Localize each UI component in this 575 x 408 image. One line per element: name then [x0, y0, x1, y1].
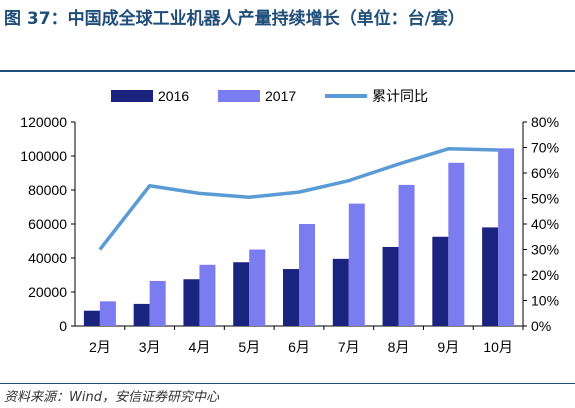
y-tick-label: 40000 — [28, 250, 67, 266]
y-tick-label: 60000 — [28, 216, 67, 232]
y-tick-label: 20000 — [28, 284, 67, 300]
bar-2016 — [283, 269, 299, 326]
source-note: 资料来源：Wind，安信证券研究中心 — [4, 390, 219, 405]
legend-label-2017: 2017 — [265, 88, 296, 104]
y2-tick-label: 40% — [531, 216, 559, 232]
y-tick-label: 100000 — [20, 148, 67, 164]
chart-title: 图 37：中国成全球工业机器人产量持续增长（单位：台/套） — [4, 9, 465, 29]
y2-tick-label: 80% — [531, 114, 559, 130]
x-tick-label: 5月 — [238, 339, 260, 355]
bar-2017 — [498, 148, 515, 326]
bar-2016 — [83, 310, 100, 326]
bar-2017 — [99, 301, 116, 326]
x-tick-label: 7月 — [338, 339, 360, 355]
y-tick-label: 120000 — [20, 114, 67, 130]
bar-2016 — [133, 303, 150, 326]
legend-label-ratio: 累计同比 — [372, 88, 428, 104]
legend-label-2016: 2016 — [158, 88, 189, 104]
y2-tick-label: 60% — [531, 165, 559, 181]
x-tick-label: 2月 — [89, 339, 111, 355]
x-tick-label: 4月 — [189, 339, 211, 355]
y-tick-label: 80000 — [28, 182, 67, 198]
line-cumulative-yoy — [98, 147, 499, 251]
bar-2016 — [332, 258, 349, 326]
bar-2016 — [183, 279, 200, 326]
bar-2017 — [448, 162, 465, 326]
bar-2017 — [249, 249, 266, 326]
bar-2016 — [482, 227, 499, 326]
x-tick-label: 9月 — [437, 339, 459, 355]
x-tick-label: 10月 — [483, 339, 513, 355]
bar-2017 — [149, 280, 166, 326]
bar-2017 — [299, 224, 315, 326]
y-tick-label: 0 — [59, 318, 67, 334]
bar-2017 — [398, 184, 415, 326]
source-divider — [0, 383, 575, 384]
title-divider — [0, 70, 575, 72]
bar-2016 — [432, 236, 449, 326]
y2-tick-label: 0% — [531, 318, 551, 334]
bar-2017 — [348, 203, 365, 326]
x-tick-label: 6月 — [288, 339, 310, 355]
bar-2016 — [233, 262, 250, 326]
x-tick-label: 3月 — [139, 339, 161, 355]
legend-swatch-2016 — [111, 90, 153, 102]
bar-2017 — [199, 264, 216, 326]
y2-tick-label: 70% — [531, 140, 559, 156]
legend-swatch-2017 — [218, 90, 260, 102]
y2-tick-label: 20% — [531, 267, 559, 283]
x-tick-label: 8月 — [388, 339, 410, 355]
chart-area: 0 20000 40000 60000 80000 100000 120000 0% 10% 20… — [20, 88, 559, 355]
y2-tick-label: 50% — [531, 191, 559, 207]
y2-tick-label: 10% — [531, 293, 559, 309]
bar-2016 — [382, 246, 399, 326]
y2-tick-label: 30% — [531, 242, 559, 258]
